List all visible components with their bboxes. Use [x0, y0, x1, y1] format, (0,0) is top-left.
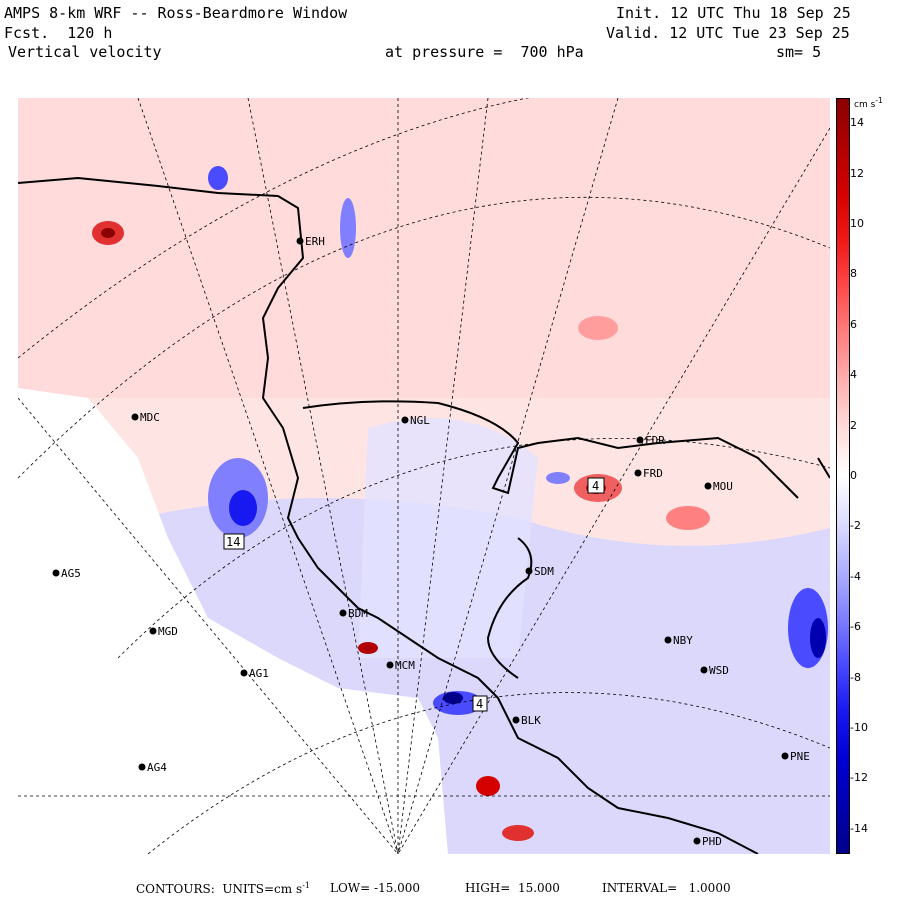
- footer-low: LOW= -15.000: [330, 881, 421, 895]
- station-marker[interactable]: [525, 567, 533, 575]
- colorbar-tick-label: 8: [850, 267, 857, 281]
- station-marker[interactable]: [138, 763, 146, 771]
- station-marker[interactable]: [52, 569, 60, 577]
- station-label: FDR: [645, 434, 665, 447]
- valid-time: Valid. 12 UTC Tue 23 Sep 25: [606, 24, 850, 42]
- station-label: NBY: [673, 634, 693, 647]
- station-label: MCM: [395, 659, 415, 672]
- coastline: [18, 176, 830, 854]
- station-marker[interactable]: [512, 716, 520, 724]
- station-layer: MDC NGL FDR FRD MOU SDM AG5 MGD BDM NBY AG1 WSD BLK P…: [52, 235, 810, 848]
- contour-label: 4: [476, 697, 483, 711]
- station-marker[interactable]: [149, 627, 157, 635]
- colorbar-tick-label: 2: [850, 418, 857, 432]
- colorbar-tick-label: 10: [850, 217, 864, 230]
- field-name: Vertical velocity: [8, 43, 162, 61]
- colorbar-tick-label: -2: [850, 519, 861, 533]
- colorbar-tick-label: -8: [850, 670, 861, 684]
- station-marker[interactable]: [704, 482, 712, 490]
- colorbar-tick-label: 6: [850, 317, 857, 331]
- station-label: ERH: [305, 235, 325, 248]
- station-label: AG1: [249, 667, 269, 680]
- station-marker[interactable]: [339, 609, 347, 617]
- station-marker[interactable]: [386, 661, 394, 669]
- station-marker[interactable]: [781, 752, 789, 760]
- pressure-level: at pressure = 700 hPa: [385, 43, 584, 61]
- smoothing-value: sm= 5: [776, 43, 822, 61]
- station-label: BDM: [348, 607, 368, 620]
- colorbar-tick-label: -12: [850, 771, 868, 785]
- missing-data-area: [18, 388, 448, 854]
- station-label: MOU: [713, 480, 733, 493]
- forecast-hour: Fcst. 120 h: [4, 24, 113, 42]
- colorbar-tick-label: 4: [850, 368, 857, 382]
- station-label: NGL: [410, 414, 430, 427]
- station-marker[interactable]: [240, 669, 248, 677]
- station-marker[interactable]: [664, 636, 672, 644]
- colorbar-tick-label: -10: [850, 721, 868, 734]
- station-marker[interactable]: [636, 436, 644, 444]
- colorbar-tick-label: 14: [850, 116, 864, 130]
- colorbar-unit: cm s-1: [854, 96, 883, 110]
- colorbar-tick-label: 12: [850, 166, 864, 180]
- positive-region: [18, 98, 830, 398]
- station-label: MGD: [158, 625, 178, 638]
- station-marker[interactable]: [700, 666, 708, 674]
- colorbar-tick-label: 0: [850, 469, 857, 482]
- station-label: PHD: [702, 835, 722, 848]
- graticule: [18, 98, 830, 854]
- map-panel[interactable]: 4 4 14 MDC NGL FDR FRD MOU SDM AG5 MGD BDM NBY AG1…: [18, 98, 830, 854]
- station-label: BLK: [521, 714, 541, 727]
- station-label: PNE: [790, 750, 810, 763]
- contour-label: 14: [226, 535, 240, 549]
- station-marker[interactable]: [296, 237, 304, 245]
- station-label: WSD: [709, 664, 729, 677]
- station-marker[interactable]: [693, 837, 701, 845]
- contour-label: 4: [592, 479, 599, 493]
- station-marker[interactable]: [401, 416, 409, 424]
- station-label: SDM: [534, 565, 554, 578]
- colorbar-tick-label: -14: [850, 821, 868, 835]
- footer-interval: INTERVAL= 1.0000: [602, 881, 731, 895]
- station-label: AG4: [147, 761, 167, 774]
- station-label: FRD: [643, 467, 663, 480]
- color-scale-bar: [836, 98, 850, 854]
- init-time: Init. 12 UTC Thu 18 Sep 25: [616, 4, 851, 22]
- footer-contours: CONTOURS: UNITS=cm s-1: [136, 881, 310, 896]
- station-label: MDC: [140, 411, 160, 424]
- station-label: AG5: [61, 567, 81, 580]
- map-title: AMPS 8-km WRF -- Ross-Beardmore Window: [4, 4, 348, 22]
- footer-high: HIGH= 15.000: [465, 881, 560, 895]
- colorbar-tick-label: -4: [850, 569, 861, 583]
- colorbar-tick-label: -6: [850, 620, 861, 634]
- station-marker[interactable]: [131, 413, 139, 421]
- station-marker[interactable]: [634, 469, 642, 477]
